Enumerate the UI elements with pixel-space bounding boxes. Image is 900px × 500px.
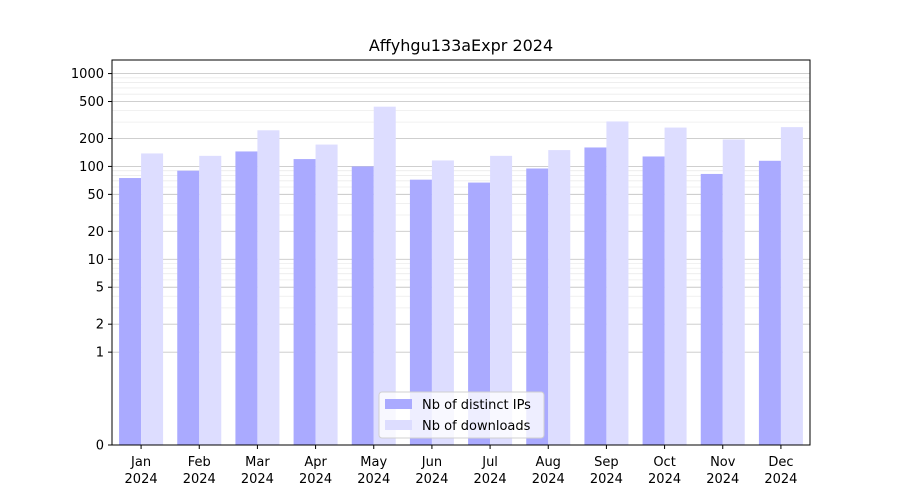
bar-distinct-ips	[119, 178, 142, 445]
bar-downloads	[606, 121, 629, 445]
x-tick-label-year: 2024	[299, 472, 332, 487]
x-tick-label-month: May	[360, 455, 387, 470]
legend: Nb of distinct IPs Nb of downloads	[378, 391, 545, 439]
y-tick-label: 1000	[71, 67, 104, 82]
x-tick-label-month: Nov	[710, 455, 736, 470]
plot-frame	[111, 59, 811, 446]
bar-distinct-ips	[700, 173, 723, 446]
bar-downloads	[548, 150, 571, 445]
x-tick-label-year: 2024	[357, 472, 390, 487]
x-tick-label-year: 2024	[590, 472, 623, 487]
bar-downloads	[780, 127, 803, 446]
x-tick-label-month: Mar	[245, 455, 270, 470]
x-tick-label-month: Jun	[421, 455, 442, 470]
y-tick-label: 50	[87, 188, 104, 203]
y-tick-label: 500	[79, 95, 104, 110]
legend-label: Nb of downloads	[422, 419, 531, 434]
x-tick-label-year: 2024	[648, 472, 681, 487]
bar-downloads	[490, 155, 513, 445]
grid-lines	[112, 73, 810, 446]
y-tick-label: 2	[96, 318, 104, 333]
x-tick-label-year: 2024	[474, 472, 507, 487]
x-tick-label-year: 2024	[241, 472, 274, 487]
x-tick-label-month: Oct	[653, 455, 675, 470]
bar-downloads	[664, 127, 687, 445]
y-tick-label: 0	[96, 439, 104, 454]
x-axis: Jan 2024 Feb 2024 Mar 2024 Apr 2024 May 2024 Jun 20…	[125, 445, 797, 487]
bar-downloads	[315, 144, 338, 445]
bars	[119, 106, 803, 446]
y-tick-label: 1	[96, 346, 104, 361]
x-tick-label-month: Aug	[536, 455, 561, 470]
x-tick-label-year: 2024	[764, 472, 797, 487]
y-tick-label: 100	[79, 160, 104, 175]
bar-downloads	[722, 139, 745, 446]
bar-distinct-ips	[468, 182, 491, 445]
bar-downloads	[431, 160, 454, 446]
y-tick-label: 10	[87, 253, 104, 268]
bar-distinct-ips	[526, 168, 549, 446]
bar-distinct-ips	[293, 159, 316, 445]
legend-swatch	[385, 399, 412, 409]
bar-downloads	[257, 130, 280, 445]
bar-distinct-ips	[642, 156, 665, 445]
bar-distinct-ips	[409, 179, 432, 445]
x-tick-label-month: Sep	[594, 455, 619, 470]
x-tick-label-month: Jul	[481, 455, 498, 470]
x-tick-label-month: Jan	[130, 455, 151, 470]
x-tick-label-month: Apr	[304, 455, 327, 470]
x-tick-label-year: 2024	[532, 472, 565, 487]
bar-distinct-ips	[235, 151, 258, 445]
x-tick-label-year: 2024	[125, 472, 158, 487]
legend-swatch	[385, 420, 412, 430]
bar-downloads	[199, 155, 222, 445]
x-tick-label-month: Feb	[188, 455, 211, 470]
legend-box	[378, 391, 545, 439]
bar-distinct-ips	[584, 147, 607, 445]
bar-distinct-ips	[758, 160, 781, 445]
y-tick-label: 200	[79, 132, 104, 147]
y-tick-label: 5	[96, 281, 104, 296]
chart-title: Affyhgu133aExpr 2024	[369, 36, 553, 55]
x-tick-label-year: 2024	[706, 472, 739, 487]
x-tick-label-month: Dec	[768, 455, 793, 470]
bar-downloads	[141, 153, 164, 445]
y-tick-label: 20	[87, 225, 104, 240]
y-axis: 0 1 2 5 10 20 50 100 200 500 1000	[71, 67, 112, 454]
bar-downloads	[373, 106, 396, 445]
x-tick-label-year: 2024	[415, 472, 448, 487]
bar-distinct-ips	[177, 170, 200, 445]
x-tick-label-year: 2024	[183, 472, 216, 487]
legend-label: Nb of distinct IPs	[422, 398, 531, 413]
bar-distinct-ips	[351, 166, 374, 446]
